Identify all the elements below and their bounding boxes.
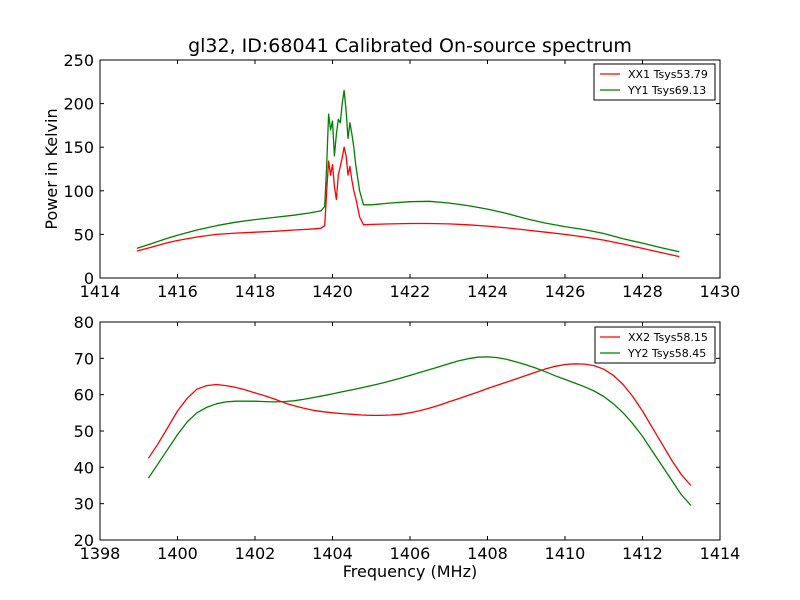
- bottom-x-axis-label: Frequency (MHz): [343, 562, 477, 581]
- legend-label-yy2: YY2 Tsys58.45: [627, 347, 706, 360]
- top-tick-layer: 1414 1416 1418 1420 1422 1424 1426 1428 1430 0 50 1…: [63, 51, 740, 301]
- top-x-tick-label: 1430: [700, 282, 741, 301]
- bottom-legend: XX2 Tsys58.15 YY2 Tsys58.45: [594, 326, 716, 364]
- top-x-tick-label: 1426: [545, 282, 586, 301]
- bottom-x-tick-label: 1408: [467, 544, 508, 563]
- bottom-series-line-xx2: [147, 363, 692, 486]
- bottom-x-tick-label: 1398: [80, 544, 121, 563]
- top-x-tick-label: 1428: [622, 282, 663, 301]
- bottom-x-tick-label: 1400: [157, 544, 198, 563]
- top-x-tick-label: 1424: [467, 282, 508, 301]
- legend-label-xx1: XX1 Tsys53.79: [628, 68, 708, 81]
- top-y-tick-label: 250: [63, 51, 94, 70]
- top-y-axis-label: Power in Kelvin: [42, 108, 61, 229]
- top-legend-box: [593, 63, 716, 101]
- bottom-y-tick-label: 70: [74, 349, 94, 368]
- bottom-y-tick-label: 20: [74, 531, 94, 550]
- top-y-tick-label: 150: [63, 138, 94, 157]
- bottom-series-layer: [147, 356, 692, 506]
- top-x-tick-label: 1420: [312, 282, 353, 301]
- top-x-tick-label: 1416: [157, 282, 198, 301]
- legend-label-yy1: YY1 Tsys69.13: [627, 84, 706, 97]
- top-y-tick-label: 200: [63, 95, 94, 114]
- bottom-y-tick-label: 40: [74, 458, 94, 477]
- bottom-tick-layer: 1398 1400 1402 1404 1406 1408 1410 1412 1414 20 30…: [74, 313, 741, 563]
- bottom-x-tick-label: 1404: [312, 544, 353, 563]
- top-legend: XX1 Tsys53.79 YY1 Tsys69.13: [593, 63, 716, 101]
- bottom-y-tick-label: 80: [74, 313, 94, 332]
- bottom-legend-box: [594, 326, 716, 364]
- top-series-line-xx1: [136, 146, 680, 258]
- bottom-y-tick-label: 30: [74, 495, 94, 514]
- top-y-tick-label: 50: [74, 225, 94, 244]
- bottom-y-tick-label: 50: [74, 422, 94, 441]
- top-series-line-yy1: [136, 89, 680, 253]
- top-panel: 1414 1416 1418 1420 1422 1424 1426 1428 1430 0 50 1…: [42, 51, 740, 301]
- top-x-tick-label: 1422: [390, 282, 431, 301]
- bottom-x-tick-label: 1402: [235, 544, 276, 563]
- top-y-tick-label: 0: [84, 269, 94, 288]
- bottom-x-tick-label: 1406: [390, 544, 431, 563]
- top-series-layer: [136, 89, 680, 258]
- chart-title: gl32, ID:68041 Calibrated On-source spec…: [188, 35, 632, 57]
- bottom-series-line-yy2: [147, 356, 692, 506]
- bottom-y-tick-label: 60: [74, 386, 94, 405]
- bottom-x-tick-label: 1410: [545, 544, 586, 563]
- top-y-tick-label: 100: [63, 182, 94, 201]
- bottom-x-tick-label: 1412: [622, 544, 663, 563]
- top-x-tick-label: 1414: [80, 282, 121, 301]
- top-x-tick-label: 1418: [235, 282, 276, 301]
- bottom-panel: 1398 1400 1402 1404 1406 1408 1410 1412 1414 20 30…: [74, 313, 741, 581]
- legend-label-xx2: XX2 Tsys58.15: [628, 331, 708, 344]
- bottom-x-tick-label: 1414: [700, 544, 741, 563]
